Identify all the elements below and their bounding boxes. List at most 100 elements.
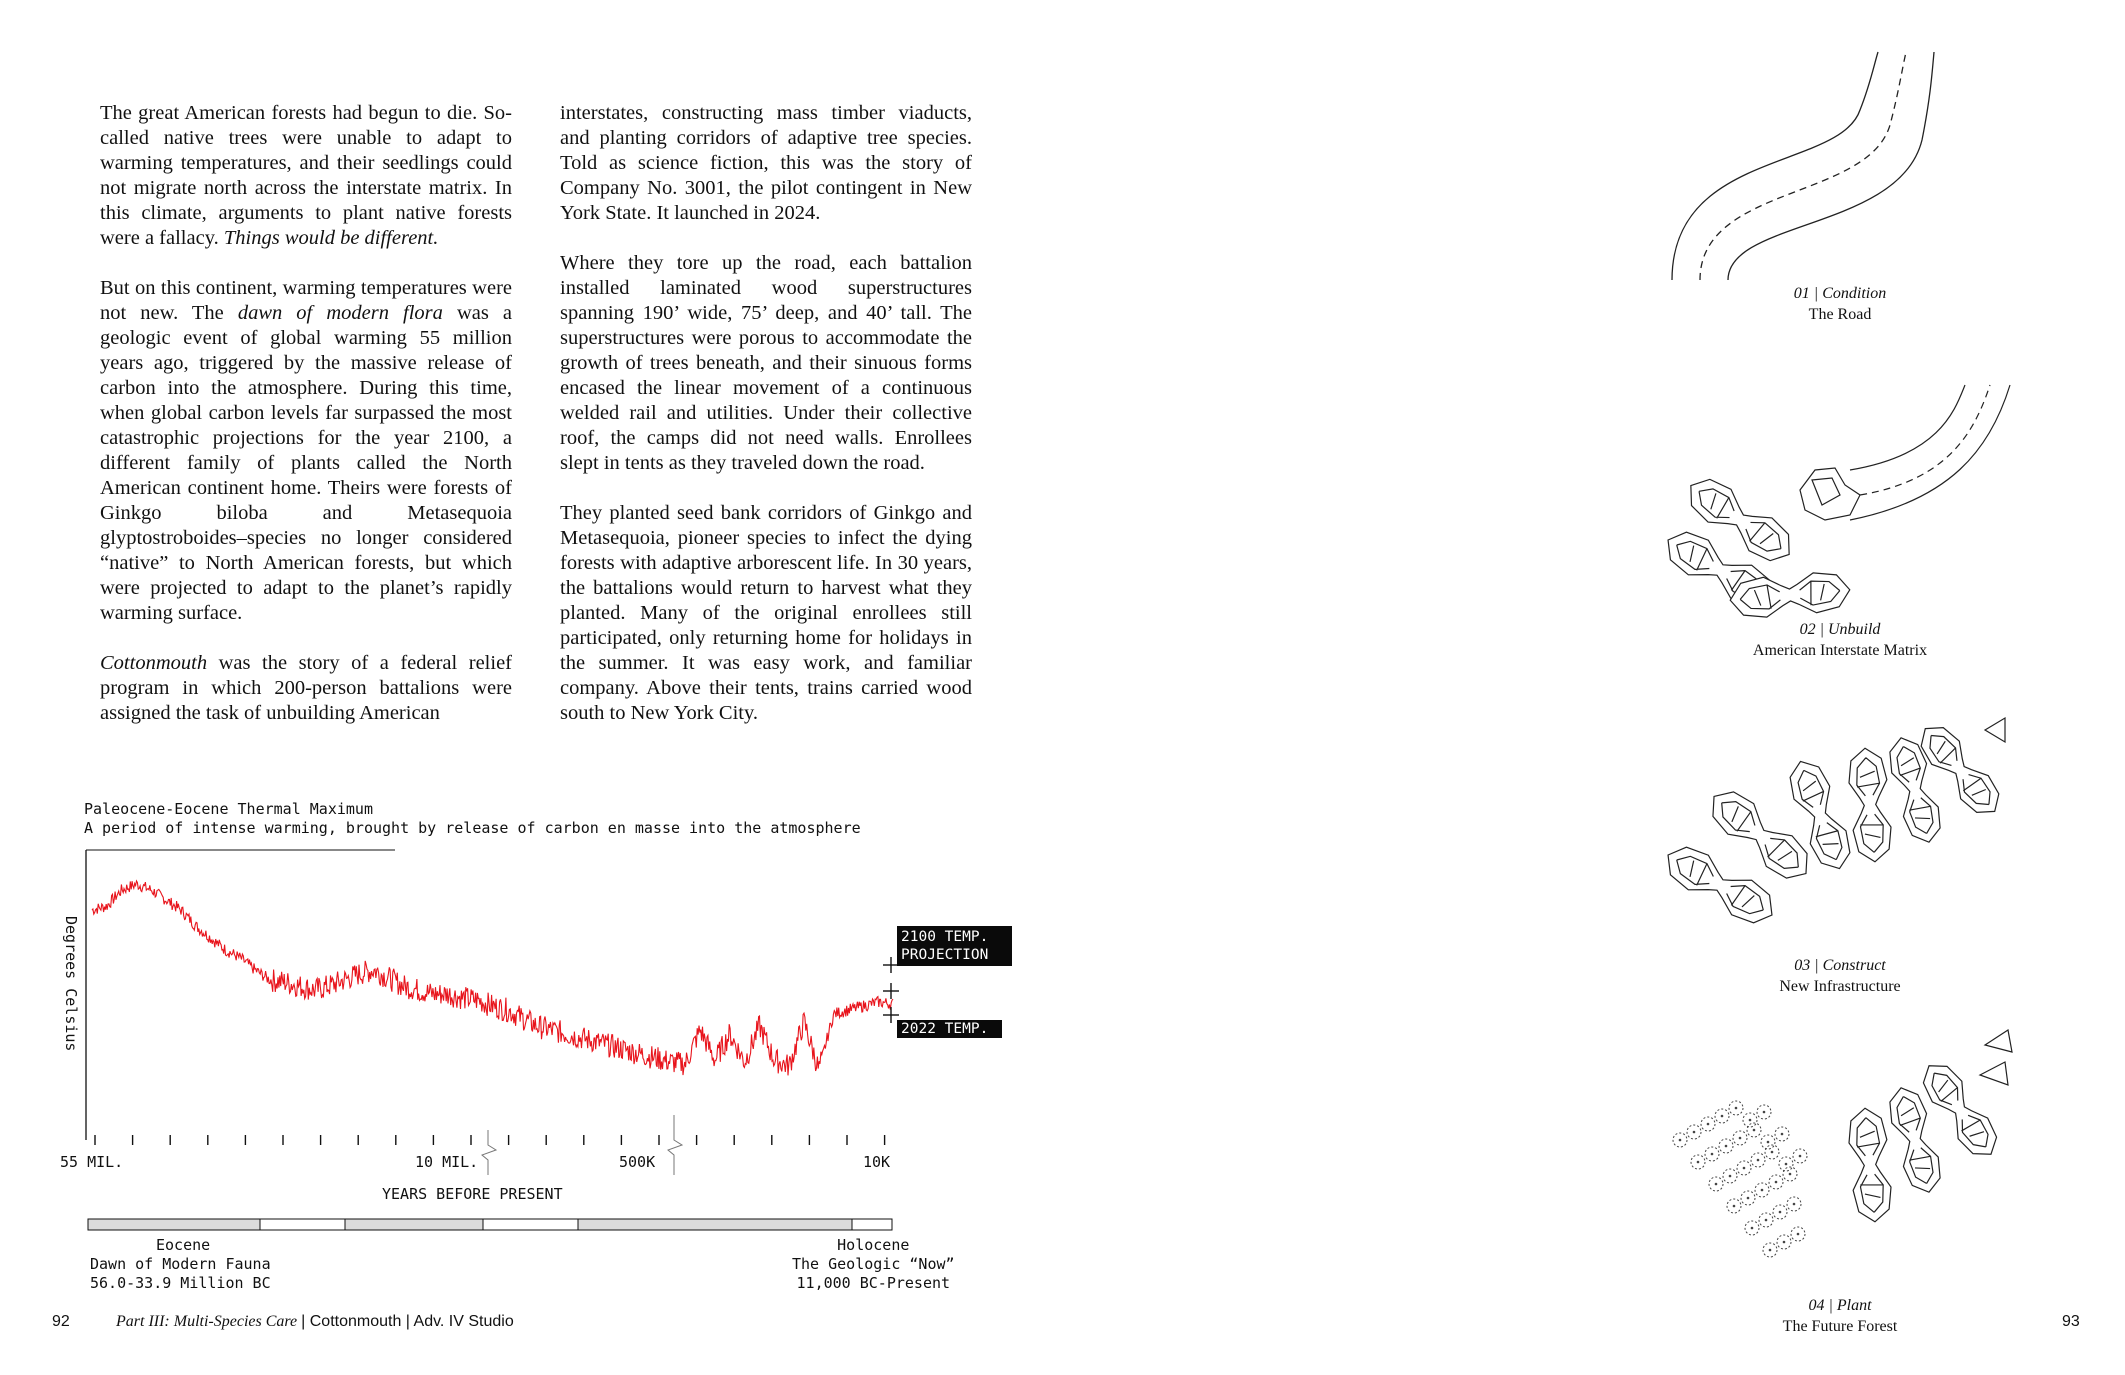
- running-head: Part III: Multi-Species Care | Cottonmou…: [116, 1313, 514, 1330]
- seedling-dot: [1760, 1188, 1764, 1192]
- annotation-2100-projection: 2100 TEMP. PROJECTION: [897, 926, 1012, 966]
- era-label-holocene: Holocene The Geologic “Now” 11,000 BC-Pr…: [792, 1236, 955, 1292]
- seedling-marker: [1744, 1220, 1760, 1236]
- seedling-dot: [1696, 1160, 1700, 1164]
- seedling-marker: [1782, 1166, 1798, 1182]
- seedling-dot: [1764, 1218, 1768, 1222]
- seedling-dot: [1774, 1180, 1778, 1184]
- seedling-marker: [1760, 1134, 1776, 1150]
- seedling-marker: [1758, 1212, 1774, 1228]
- era-segment: [577, 1218, 853, 1231]
- timber-module: [1789, 760, 1851, 870]
- seedling-dot: [1778, 1210, 1782, 1214]
- seedling-marker: [1746, 1122, 1762, 1138]
- paragraph-1: The great American forests had begun to …: [100, 102, 512, 249]
- era-segment: [344, 1218, 484, 1231]
- seedling-dot: [1746, 1196, 1750, 1200]
- x-axis-label: YEARS BEFORE PRESENT: [382, 1185, 563, 1203]
- paragraph-4: interstates, constructing mass timber vi…: [560, 102, 972, 224]
- seedling-dot: [1738, 1136, 1742, 1140]
- timber-module: [1729, 572, 1851, 618]
- timber-module: [1667, 846, 1773, 924]
- era-label-eocene: Eocene Dawn of Modern Fauna 56.0-33.9 Mi…: [90, 1236, 271, 1292]
- x-axis-ticks: [94, 1135, 886, 1145]
- era-segment: [87, 1218, 261, 1231]
- seedling-marker: [1718, 1138, 1734, 1154]
- seedling-dot: [1734, 1106, 1738, 1110]
- seedling-marker: [1778, 1156, 1794, 1172]
- seedling-marker: [1790, 1226, 1806, 1242]
- seedling-marker: [1754, 1182, 1770, 1198]
- seedling-marker: [1722, 1168, 1738, 1184]
- seedling-marker: [1708, 1176, 1724, 1192]
- seedling-marker: [1700, 1116, 1716, 1132]
- seedling-marker: [1756, 1104, 1772, 1120]
- paragraph-5: Where they tore up the road, each battal…: [560, 252, 972, 474]
- x-tick-label: 10K: [863, 1153, 890, 1171]
- seedling-dot: [1780, 1132, 1784, 1136]
- paragraph-2: But on this continent, warming temperatu…: [100, 277, 512, 624]
- timber-module-group: [1848, 1065, 1998, 1223]
- axis-break-1: [481, 1130, 498, 1175]
- seedling-marker: [1764, 1144, 1780, 1160]
- x-tick-label: 10 MIL.: [415, 1153, 478, 1171]
- unbuild-diagram: [1799, 384, 2011, 521]
- seedling-dot: [1728, 1174, 1732, 1178]
- seedling-marker: [1726, 1198, 1742, 1214]
- y-axis-label: Degrees Celsius: [62, 916, 80, 1051]
- seedling-dot: [1768, 1248, 1772, 1252]
- seedling-grid: [1672, 1100, 1808, 1258]
- seedling-marker: [1732, 1130, 1748, 1146]
- seedling-dot: [1770, 1150, 1774, 1154]
- seedling-dot: [1752, 1128, 1756, 1132]
- seedling-dot: [1792, 1202, 1796, 1206]
- timber-module: [1690, 478, 1790, 562]
- seedling-dot: [1750, 1226, 1754, 1230]
- seedling-marker: [1772, 1204, 1788, 1220]
- seedling-dot: [1766, 1140, 1770, 1144]
- seedling-marker: [1714, 1108, 1730, 1124]
- seedling-marker: [1740, 1190, 1756, 1206]
- seedling-marker: [1742, 1112, 1758, 1128]
- seedling-marker: [1786, 1196, 1802, 1212]
- figure-caption-02: 02 | Unbuild American Interstate Matrix: [1752, 621, 1928, 659]
- timber-module: [1922, 1065, 1998, 1155]
- seedling-dot: [1756, 1158, 1760, 1162]
- timber-module: [1920, 727, 2000, 813]
- body-column-left: The great American forests had begun to …: [100, 101, 512, 751]
- projection-markers: [883, 957, 899, 1023]
- seedling-marker: [1704, 1146, 1720, 1162]
- seedling-dot: [1782, 1240, 1786, 1244]
- italic-phrase: Things would be different.: [223, 227, 439, 249]
- seedling-dot: [1742, 1166, 1746, 1170]
- seedling-marker: [1690, 1154, 1706, 1170]
- italic-phrase: dawn of modern flora: [237, 302, 443, 324]
- paragraph-6: They planted seed bank corridors of Gink…: [560, 502, 972, 724]
- seedling-marker: [1774, 1126, 1790, 1142]
- seedling-dot: [1798, 1154, 1802, 1158]
- seedling-dot: [1732, 1204, 1736, 1208]
- seedling-dot: [1762, 1110, 1766, 1114]
- axis-breaks: [481, 1115, 684, 1175]
- seedling-dot: [1748, 1118, 1752, 1122]
- body-column-right: interstates, constructing mass timber vi…: [560, 101, 972, 751]
- seedling-marker: [1686, 1124, 1702, 1140]
- timber-module: [1712, 791, 1808, 879]
- italic-title: Cottonmouth: [100, 652, 208, 674]
- timber-module: [1889, 1087, 1941, 1193]
- timber-module: [1889, 737, 1941, 843]
- seedling-dot: [1724, 1144, 1728, 1148]
- series-line-temperature: [91, 879, 894, 1076]
- seedling-dot: [1692, 1130, 1696, 1134]
- page-number-right: 93: [2062, 1313, 2080, 1330]
- x-tick-label: 55 MIL.: [60, 1153, 123, 1171]
- figure-caption-04: 04 | Plant The Future Forest: [1782, 1297, 1898, 1335]
- tent-icons: [1978, 716, 2013, 1086]
- chart-title: Paleocene-Eocene Thermal Maximum: [84, 800, 373, 818]
- page-number-left: 92: [52, 1313, 70, 1330]
- x-tick-label: 500K: [619, 1153, 655, 1171]
- seedling-marker: [1792, 1148, 1808, 1164]
- tent-icon: [1983, 716, 2006, 744]
